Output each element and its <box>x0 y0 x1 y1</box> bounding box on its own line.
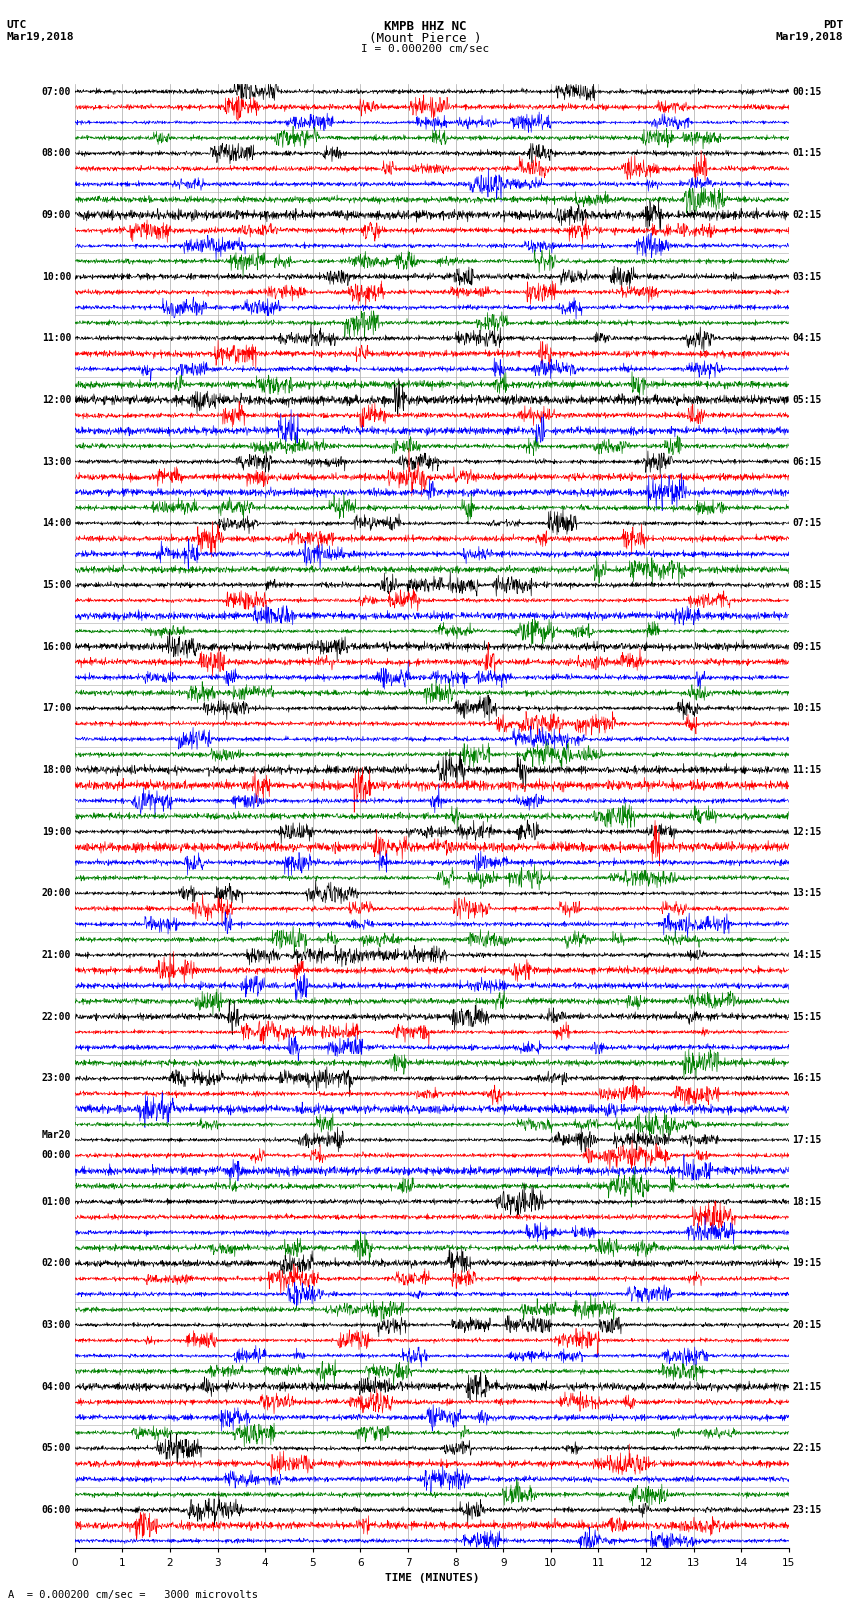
Text: 11:00: 11:00 <box>42 334 71 344</box>
Text: (Mount Pierce ): (Mount Pierce ) <box>369 32 481 45</box>
Text: 18:00: 18:00 <box>42 765 71 774</box>
Text: 04:00: 04:00 <box>42 1382 71 1392</box>
Text: 20:15: 20:15 <box>792 1319 822 1331</box>
Text: 07:00: 07:00 <box>42 87 71 97</box>
Text: 09:15: 09:15 <box>792 642 822 652</box>
Text: Mar19,2018: Mar19,2018 <box>7 32 74 42</box>
Text: 21:00: 21:00 <box>42 950 71 960</box>
Text: 09:00: 09:00 <box>42 210 71 219</box>
Text: 06:00: 06:00 <box>42 1505 71 1515</box>
Text: 00:00: 00:00 <box>42 1150 71 1160</box>
Text: 10:00: 10:00 <box>42 271 71 282</box>
Text: 06:15: 06:15 <box>792 456 822 466</box>
Text: Mar20: Mar20 <box>42 1131 71 1140</box>
Text: 20:00: 20:00 <box>42 889 71 898</box>
Text: 13:15: 13:15 <box>792 889 822 898</box>
Text: 22:00: 22:00 <box>42 1011 71 1021</box>
Text: 04:15: 04:15 <box>792 334 822 344</box>
Text: 15:00: 15:00 <box>42 581 71 590</box>
Text: 19:15: 19:15 <box>792 1258 822 1268</box>
Text: 02:00: 02:00 <box>42 1258 71 1268</box>
Text: 05:00: 05:00 <box>42 1444 71 1453</box>
Text: 11:15: 11:15 <box>792 765 822 774</box>
Text: 22:15: 22:15 <box>792 1444 822 1453</box>
Text: 12:15: 12:15 <box>792 826 822 837</box>
Text: 05:15: 05:15 <box>792 395 822 405</box>
Text: 07:15: 07:15 <box>792 518 822 527</box>
Text: 21:15: 21:15 <box>792 1382 822 1392</box>
Text: 12:00: 12:00 <box>42 395 71 405</box>
Text: 01:00: 01:00 <box>42 1197 71 1207</box>
Text: A  = 0.000200 cm/sec =   3000 microvolts: A = 0.000200 cm/sec = 3000 microvolts <box>8 1590 258 1600</box>
Text: UTC: UTC <box>7 19 27 31</box>
Text: 14:00: 14:00 <box>42 518 71 527</box>
Text: 18:15: 18:15 <box>792 1197 822 1207</box>
Text: 17:15: 17:15 <box>792 1136 822 1145</box>
Text: KMPB HHZ NC: KMPB HHZ NC <box>383 19 467 34</box>
Text: 23:15: 23:15 <box>792 1505 822 1515</box>
Text: 08:00: 08:00 <box>42 148 71 158</box>
Text: 01:15: 01:15 <box>792 148 822 158</box>
Text: 17:00: 17:00 <box>42 703 71 713</box>
Text: 02:15: 02:15 <box>792 210 822 219</box>
Text: 23:00: 23:00 <box>42 1073 71 1084</box>
Text: 19:00: 19:00 <box>42 826 71 837</box>
Text: 03:15: 03:15 <box>792 271 822 282</box>
Text: 14:15: 14:15 <box>792 950 822 960</box>
X-axis label: TIME (MINUTES): TIME (MINUTES) <box>384 1573 479 1582</box>
Text: 13:00: 13:00 <box>42 456 71 466</box>
Text: 16:15: 16:15 <box>792 1073 822 1084</box>
Text: PDT: PDT <box>823 19 843 31</box>
Text: 10:15: 10:15 <box>792 703 822 713</box>
Text: 00:15: 00:15 <box>792 87 822 97</box>
Text: I = 0.000200 cm/sec: I = 0.000200 cm/sec <box>361 44 489 55</box>
Text: Mar19,2018: Mar19,2018 <box>776 32 843 42</box>
Text: 03:00: 03:00 <box>42 1319 71 1331</box>
Text: 15:15: 15:15 <box>792 1011 822 1021</box>
Text: 16:00: 16:00 <box>42 642 71 652</box>
Text: 08:15: 08:15 <box>792 581 822 590</box>
